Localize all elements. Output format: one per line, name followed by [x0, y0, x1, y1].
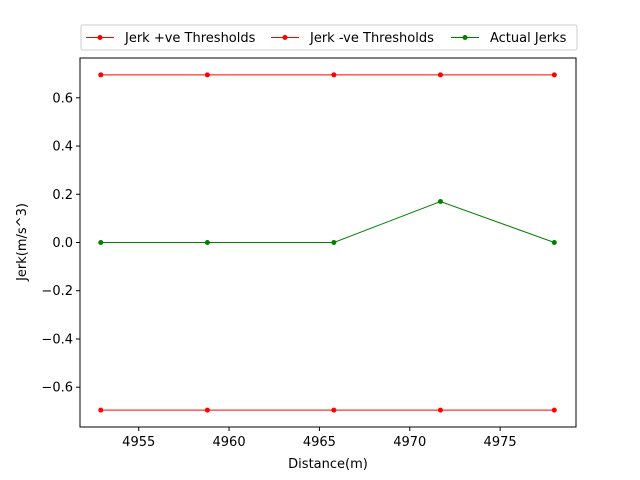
legend-label-1: Jerk -ve Thresholds — [309, 31, 434, 46]
y-tick-label-2: −0.2 — [41, 284, 73, 299]
series-0-point-2 — [331, 72, 337, 78]
legend-label-2: Actual Jerks — [490, 31, 567, 46]
legend-label-0: Jerk +ve Thresholds — [124, 31, 256, 46]
series-2-point-0 — [98, 240, 104, 245]
legend-marker-0 — [97, 35, 103, 40]
legend-box — [80, 24, 578, 51]
x-tick-label-1: 4960 — [213, 435, 246, 450]
y-tick-label-3: 0.0 — [52, 236, 73, 251]
plot-area — [98, 72, 557, 413]
x-tick-label-4: 4975 — [484, 435, 517, 450]
series-2-point-2 — [331, 240, 337, 245]
series-1-point-2 — [331, 407, 337, 413]
series-2-point-3 — [437, 199, 443, 204]
series-0-point-4 — [551, 72, 557, 78]
series-1-point-4 — [551, 407, 557, 413]
series-1-point-3 — [437, 407, 443, 413]
legend-marker-1 — [282, 35, 288, 40]
x-tick-label-2: 4965 — [303, 435, 336, 450]
series-1-point-1 — [204, 407, 210, 413]
legend-marker-2 — [462, 35, 468, 40]
y-tick-label-4: 0.2 — [52, 188, 73, 203]
series-2-point-4 — [551, 240, 557, 245]
series-2-point-1 — [204, 240, 210, 245]
series-1-point-0 — [98, 407, 104, 413]
y-tick-label-0: −0.6 — [41, 381, 73, 396]
y-tick-label-1: −0.4 — [41, 332, 73, 347]
series-0-point-0 — [98, 72, 104, 78]
x-tick-label-0: 4955 — [122, 435, 155, 450]
x-axis-label: Distance(m) — [288, 457, 368, 472]
axes: 4955 4960 4965 4970 4975 −0.6 −0.4 −0.2 0.0 0.2 0.… — [41, 57, 577, 450]
series-0-point-3 — [437, 72, 443, 78]
y-axis-label: Jerk(m/s^3) — [15, 203, 30, 282]
y-tick-label-6: 0.6 — [52, 91, 73, 106]
series-0-point-1 — [204, 72, 210, 78]
y-tick-label-5: 0.4 — [52, 140, 73, 155]
legend: Jerk +ve Thresholds Jerk -ve Thresholds Ac… — [80, 24, 578, 51]
x-tick-label-3: 4970 — [393, 435, 426, 450]
